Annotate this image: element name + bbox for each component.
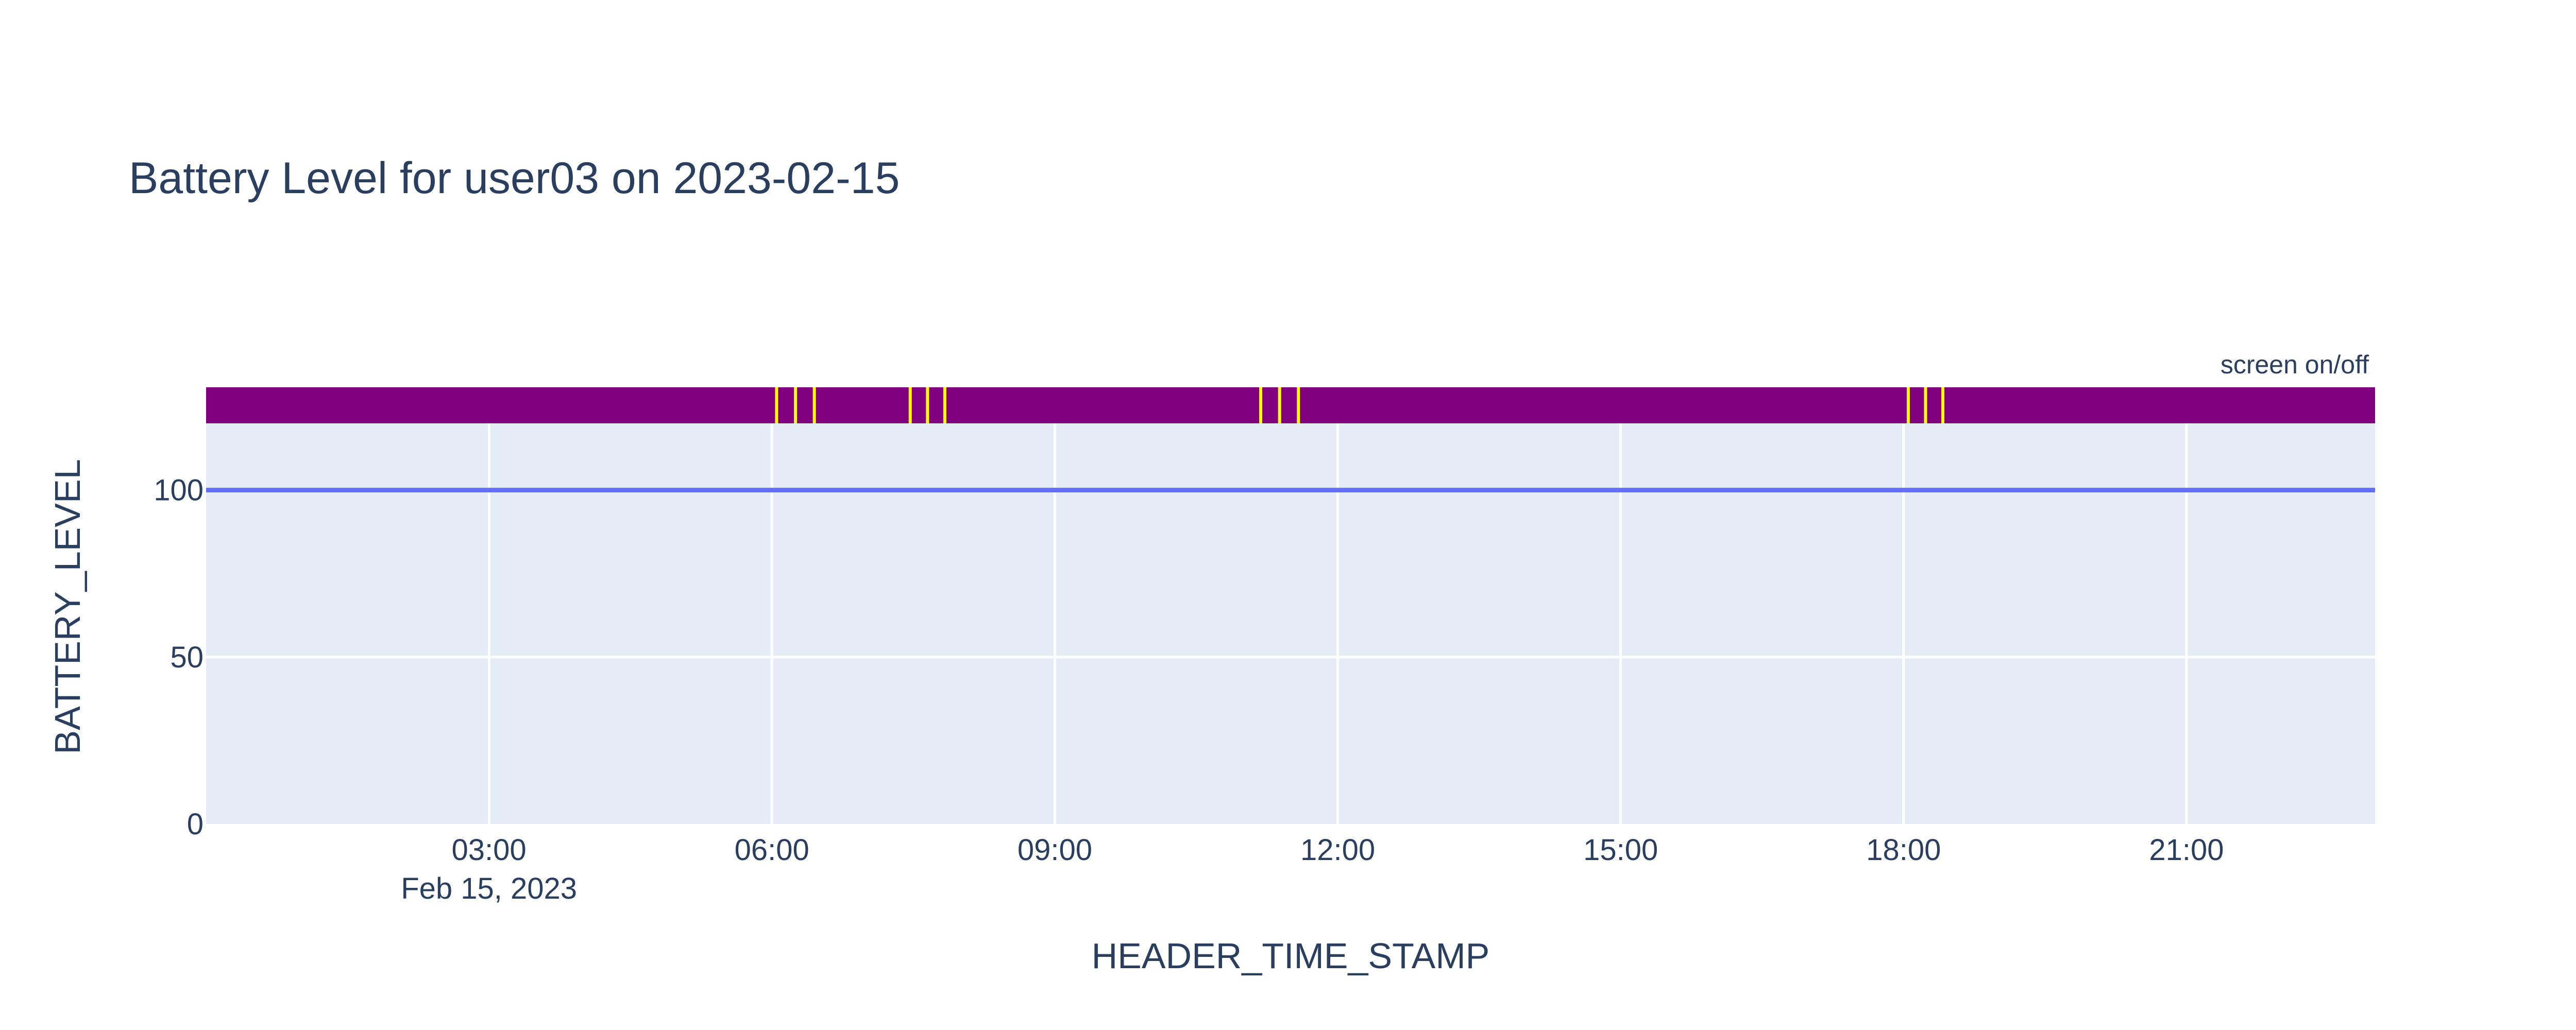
screen-on-events xyxy=(775,387,1945,423)
chart-title: Battery Level for user03 on 2023-02-15 xyxy=(129,153,900,203)
y-tick-label: 0 xyxy=(187,808,204,841)
x-axis-ticks: 03:00 Feb 15, 2023 06:00 09:00 12:00 15:00 18:… xyxy=(401,833,2224,905)
screen-strip-label: screen on/off xyxy=(2221,350,2369,379)
plot-area xyxy=(206,423,2375,824)
x-tick-label: 03:00 xyxy=(452,833,527,867)
x-tick-label: 18:00 xyxy=(1866,833,1941,867)
x-tick-label: 06:00 xyxy=(735,833,809,867)
screen-off-band xyxy=(206,387,2375,423)
y-axis-ticks: 0 50 100 xyxy=(154,474,204,841)
x-tick-label: 21:00 xyxy=(2149,833,2224,867)
x-tick-label: 15:00 xyxy=(1583,833,1658,867)
y-axis-title: BATTERY_LEVEL xyxy=(47,459,88,754)
x-tick-label: 09:00 xyxy=(1018,833,1092,867)
y-tick-label: 50 xyxy=(170,641,204,674)
x-tick-label: 12:00 xyxy=(1300,833,1375,867)
x-axis-title: HEADER_TIME_STAMP xyxy=(1092,936,1490,976)
y-tick-label: 100 xyxy=(154,474,204,507)
screen-strip: screen on/off xyxy=(206,350,2375,423)
x-tick-sublabel: Feb 15, 2023 xyxy=(401,872,577,905)
